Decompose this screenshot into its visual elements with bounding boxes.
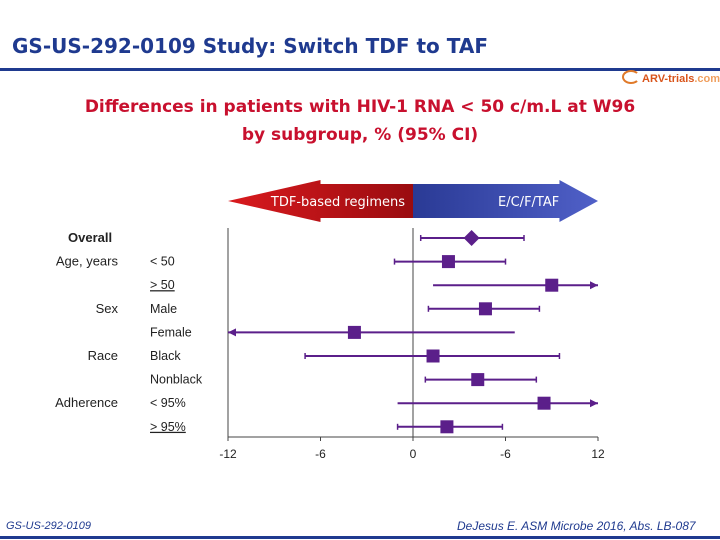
subgroup-level-label: < 95% [150, 396, 186, 410]
ci-arrowhead [590, 281, 598, 290]
subgroup-category-label: Sex [96, 301, 119, 316]
x-tick-label: 0 [410, 447, 417, 461]
estimate-square [471, 373, 485, 387]
arv-trials-logo: ARV-trials.com [622, 70, 720, 85]
chart-title-line-2: by subgroup, % (95% CI) [241, 125, 479, 145]
subgroup-level-label: > 95% [150, 420, 186, 434]
logo-brand: ARV-trials [642, 73, 695, 85]
estimate-square [441, 255, 455, 269]
subgroup-level-label: Male [150, 302, 177, 316]
footer-divider [0, 536, 720, 539]
x-tick-label: 12 [591, 447, 605, 461]
subgroup-category-label: Overall [68, 230, 112, 245]
chart-title: Differences in patients with HIV-1 RNA <… [0, 93, 720, 149]
title-divider [0, 68, 720, 71]
arrow-right-label: E/C/F/TAF [498, 195, 559, 210]
estimate-square [440, 420, 454, 434]
arrow-taf-regimen [413, 180, 598, 222]
subgroup-level-label: Female [150, 325, 192, 339]
footer-citation: DeJesus E. ASM Microbe 2016, Abs. LB-087 [457, 519, 696, 533]
estimate-square [347, 325, 361, 339]
x-tick-label: -6 [315, 447, 326, 461]
logo-swirl-icon [622, 70, 640, 84]
x-tick-label: -12 [219, 447, 237, 461]
subgroup-level-label: Black [150, 349, 181, 363]
logo-suffix: .com [694, 73, 720, 85]
estimate-square [478, 302, 492, 316]
estimate-diamond [463, 230, 480, 246]
subgroup-level-label: > 50 [150, 278, 175, 292]
arrow-left-label: TDF-based regimens [270, 195, 405, 210]
subgroup-level-label: Nonblack [150, 373, 203, 387]
estimate-square [545, 278, 559, 292]
estimate-square [537, 396, 551, 410]
chart-title-line-1: Differences in patients with HIV-1 RNA <… [84, 97, 636, 117]
subgroup-category-label: Adherence [55, 395, 118, 410]
page-title: GS-US-292-0109 Study: Switch TDF to TAF [12, 34, 488, 58]
x-tick-label: -6 [500, 447, 511, 461]
footer-study-code: GS-US-292-0109 [6, 520, 91, 532]
ci-arrowhead [228, 328, 236, 337]
arrow-tdf-regimens [228, 180, 413, 222]
estimate-square [426, 349, 440, 363]
ci-arrowhead [590, 399, 598, 408]
subgroup-level-label: < 50 [150, 255, 175, 269]
subgroup-category-label: Race [88, 348, 118, 363]
subgroup-category-label: Age, years [56, 254, 119, 269]
